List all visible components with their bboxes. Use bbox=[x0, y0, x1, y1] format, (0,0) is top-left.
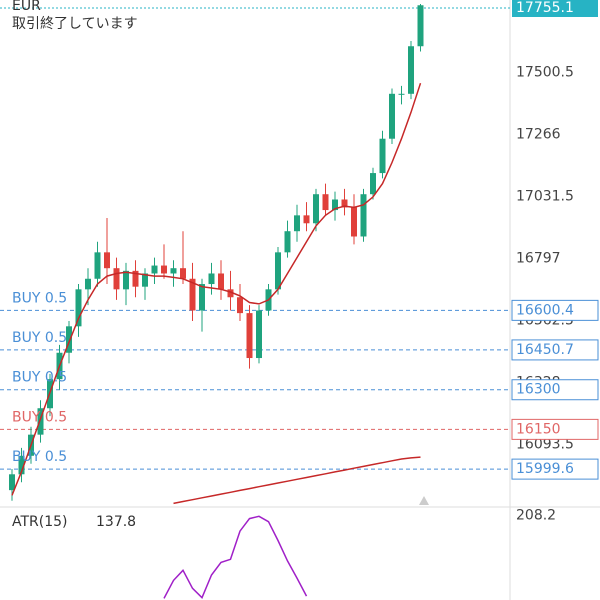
candle-body bbox=[408, 46, 414, 94]
price-box bbox=[511, 379, 599, 401]
candle-body bbox=[180, 268, 186, 279]
price-box bbox=[511, 458, 599, 480]
candle-body bbox=[227, 289, 234, 298]
level-price: 15999.6 bbox=[516, 461, 574, 477]
order-label: BUY 0.5 bbox=[12, 409, 67, 425]
level-price: 16150 bbox=[516, 421, 561, 437]
candle-body bbox=[75, 289, 82, 327]
y-tick-label: 17266 bbox=[516, 126, 561, 142]
y-tick-label: 17031.5 bbox=[516, 188, 574, 204]
candle-body bbox=[284, 231, 291, 253]
price-box bbox=[511, 418, 599, 440]
price-box bbox=[511, 339, 599, 361]
atr-line bbox=[163, 515, 308, 600]
candle-body bbox=[398, 93, 405, 95]
candle-body bbox=[303, 215, 310, 224]
order-label: BUY 0.5 bbox=[12, 330, 67, 346]
symbol: EUR bbox=[12, 0, 41, 14]
last-price: 17755.1 bbox=[516, 0, 574, 16]
candle-body bbox=[85, 278, 91, 290]
order-label: BUY 0.5 bbox=[12, 290, 67, 306]
candle-body bbox=[132, 270, 139, 287]
candle-body bbox=[322, 194, 329, 211]
candle-body bbox=[142, 273, 148, 287]
candle-body bbox=[246, 313, 253, 359]
candle-body bbox=[161, 265, 167, 274]
atr-tick-label: 208.2 bbox=[516, 507, 556, 523]
moving-average bbox=[173, 456, 421, 505]
candle-body bbox=[351, 207, 357, 237]
level-price: 16450.7 bbox=[516, 342, 574, 358]
candle-body bbox=[417, 5, 424, 47]
level-price: 16600.4 bbox=[516, 302, 574, 318]
candle-body bbox=[218, 273, 224, 290]
candle-body bbox=[341, 199, 348, 208]
order-label: BUY 0.5 bbox=[12, 449, 67, 465]
candle-body bbox=[332, 199, 338, 211]
candle-body bbox=[199, 284, 205, 311]
candle-body bbox=[113, 268, 120, 290]
candle-body bbox=[37, 408, 44, 435]
candle-body bbox=[256, 310, 262, 359]
candle-body bbox=[66, 326, 72, 353]
candle-body bbox=[313, 194, 319, 224]
last-price-box bbox=[512, 0, 598, 17]
candle-body bbox=[104, 252, 110, 269]
candle-body bbox=[18, 455, 25, 475]
candle-body bbox=[294, 215, 300, 232]
order-label: BUY 0.5 bbox=[12, 370, 67, 386]
candle-body bbox=[94, 252, 101, 279]
y-tick-label: 16093.5 bbox=[516, 436, 574, 452]
atr-title: ATR(15) bbox=[12, 514, 68, 530]
y-tick-label: 17500.5 bbox=[516, 65, 574, 81]
scroll-marker bbox=[419, 496, 429, 505]
moving-average bbox=[11, 82, 422, 496]
candle-body bbox=[208, 273, 215, 285]
price-box bbox=[511, 299, 599, 321]
candle-body bbox=[389, 93, 395, 139]
candle-body bbox=[379, 138, 386, 174]
candle-body bbox=[123, 270, 129, 290]
atr-value: 137.8 bbox=[96, 514, 136, 530]
candle-body bbox=[170, 268, 177, 274]
candle-body bbox=[360, 194, 367, 237]
y-tick-label: 16797 bbox=[516, 250, 561, 266]
candle-body bbox=[237, 297, 243, 314]
candle-body bbox=[370, 173, 376, 195]
candle-body bbox=[189, 278, 196, 311]
candle-body bbox=[9, 474, 15, 491]
market-status: 取引終了しています bbox=[12, 16, 138, 32]
level-price: 16300 bbox=[516, 382, 561, 398]
candle-body bbox=[275, 252, 281, 290]
candle-body bbox=[151, 265, 158, 274]
